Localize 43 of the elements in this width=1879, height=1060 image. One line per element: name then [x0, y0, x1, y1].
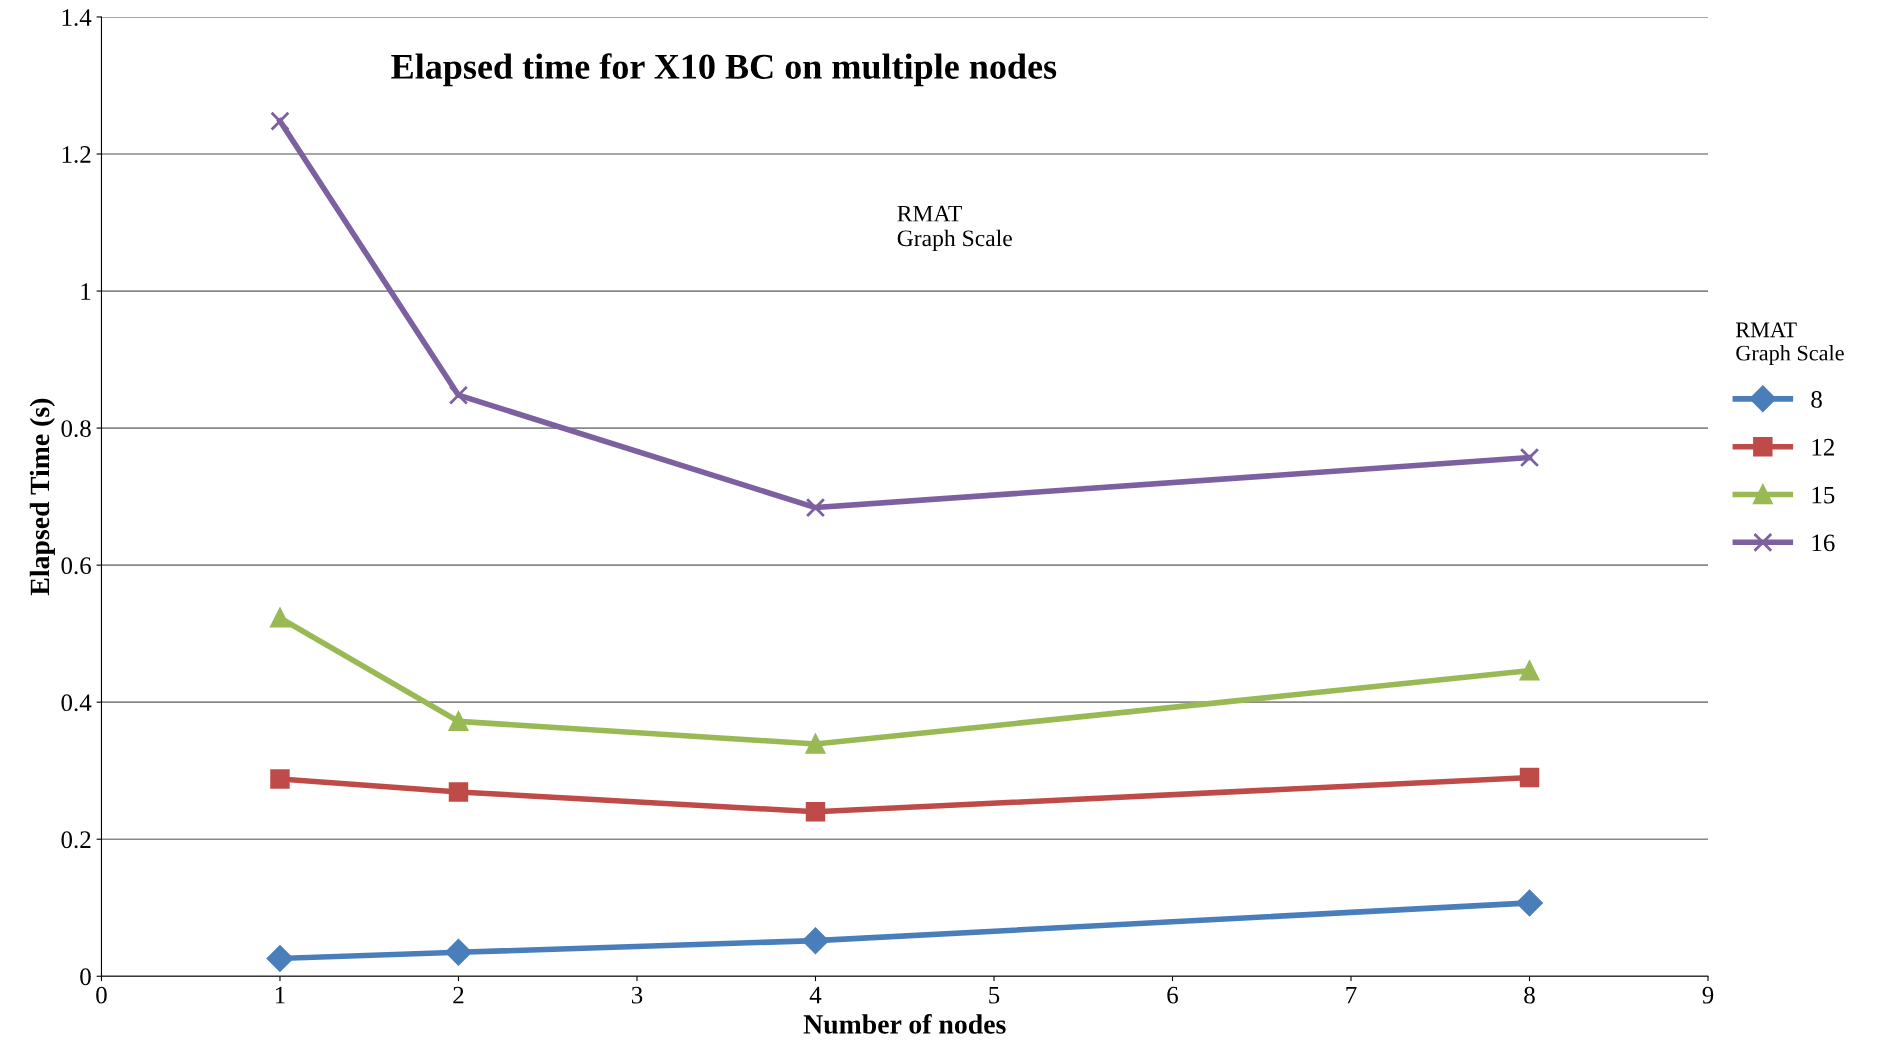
x-tick-label: 8: [1524, 986, 1535, 1004]
point: [270, 111, 290, 131]
x-axis-title: Number of nodes: [803, 1013, 1006, 1034]
annotation: RMAT Graph Scale: [897, 205, 1012, 252]
point: [266, 945, 294, 972]
legend-title: RMAT Graph Scale: [1735, 322, 1844, 366]
point: [805, 497, 826, 518]
legend-label: 12: [1812, 438, 1834, 456]
y-tick-label: 0.4: [61, 694, 92, 712]
y-tick-label: 0.8: [61, 420, 91, 438]
x-tick-label: 4: [809, 986, 822, 1004]
y-tick-label: 1.4: [62, 9, 92, 26]
point: [448, 385, 469, 405]
y-tick-label: 1: [81, 283, 91, 300]
legend-label: 8: [1811, 390, 1822, 408]
point: [1519, 660, 1540, 681]
x-tick-label: 9: [1702, 986, 1714, 1004]
x-tick-label: 6: [1167, 986, 1178, 1004]
text: Elapsed time for X10 BC on multiple nodes: [391, 53, 1057, 87]
point: [802, 927, 829, 954]
point: [270, 608, 290, 628]
x-tick-label: 2: [453, 986, 464, 1004]
y-tick-label: 1.2: [62, 146, 91, 164]
x-tick-label: 1: [275, 986, 285, 1004]
y-axis-title: Elapsed Time (s): [29, 398, 55, 596]
point: [805, 802, 826, 822]
legend-label: 15: [1812, 486, 1835, 504]
x-tick-label: 7: [1346, 986, 1357, 1004]
point: [1519, 447, 1540, 468]
point: [445, 939, 472, 966]
point: [1516, 889, 1543, 917]
point: [270, 769, 290, 789]
x-tick-label: 5: [989, 986, 1000, 1004]
x-tick-label: 0: [96, 986, 107, 1004]
point: [1519, 767, 1540, 788]
y-tick-label: 0.6: [61, 557, 91, 575]
point: [448, 782, 469, 802]
legend-label: 16: [1812, 534, 1835, 552]
y-tick-label: 0: [80, 968, 91, 986]
x-tick-label: 3: [631, 986, 643, 1004]
y-tick-label: 0.2: [61, 831, 91, 849]
point: [805, 734, 826, 754]
point: [448, 711, 469, 732]
